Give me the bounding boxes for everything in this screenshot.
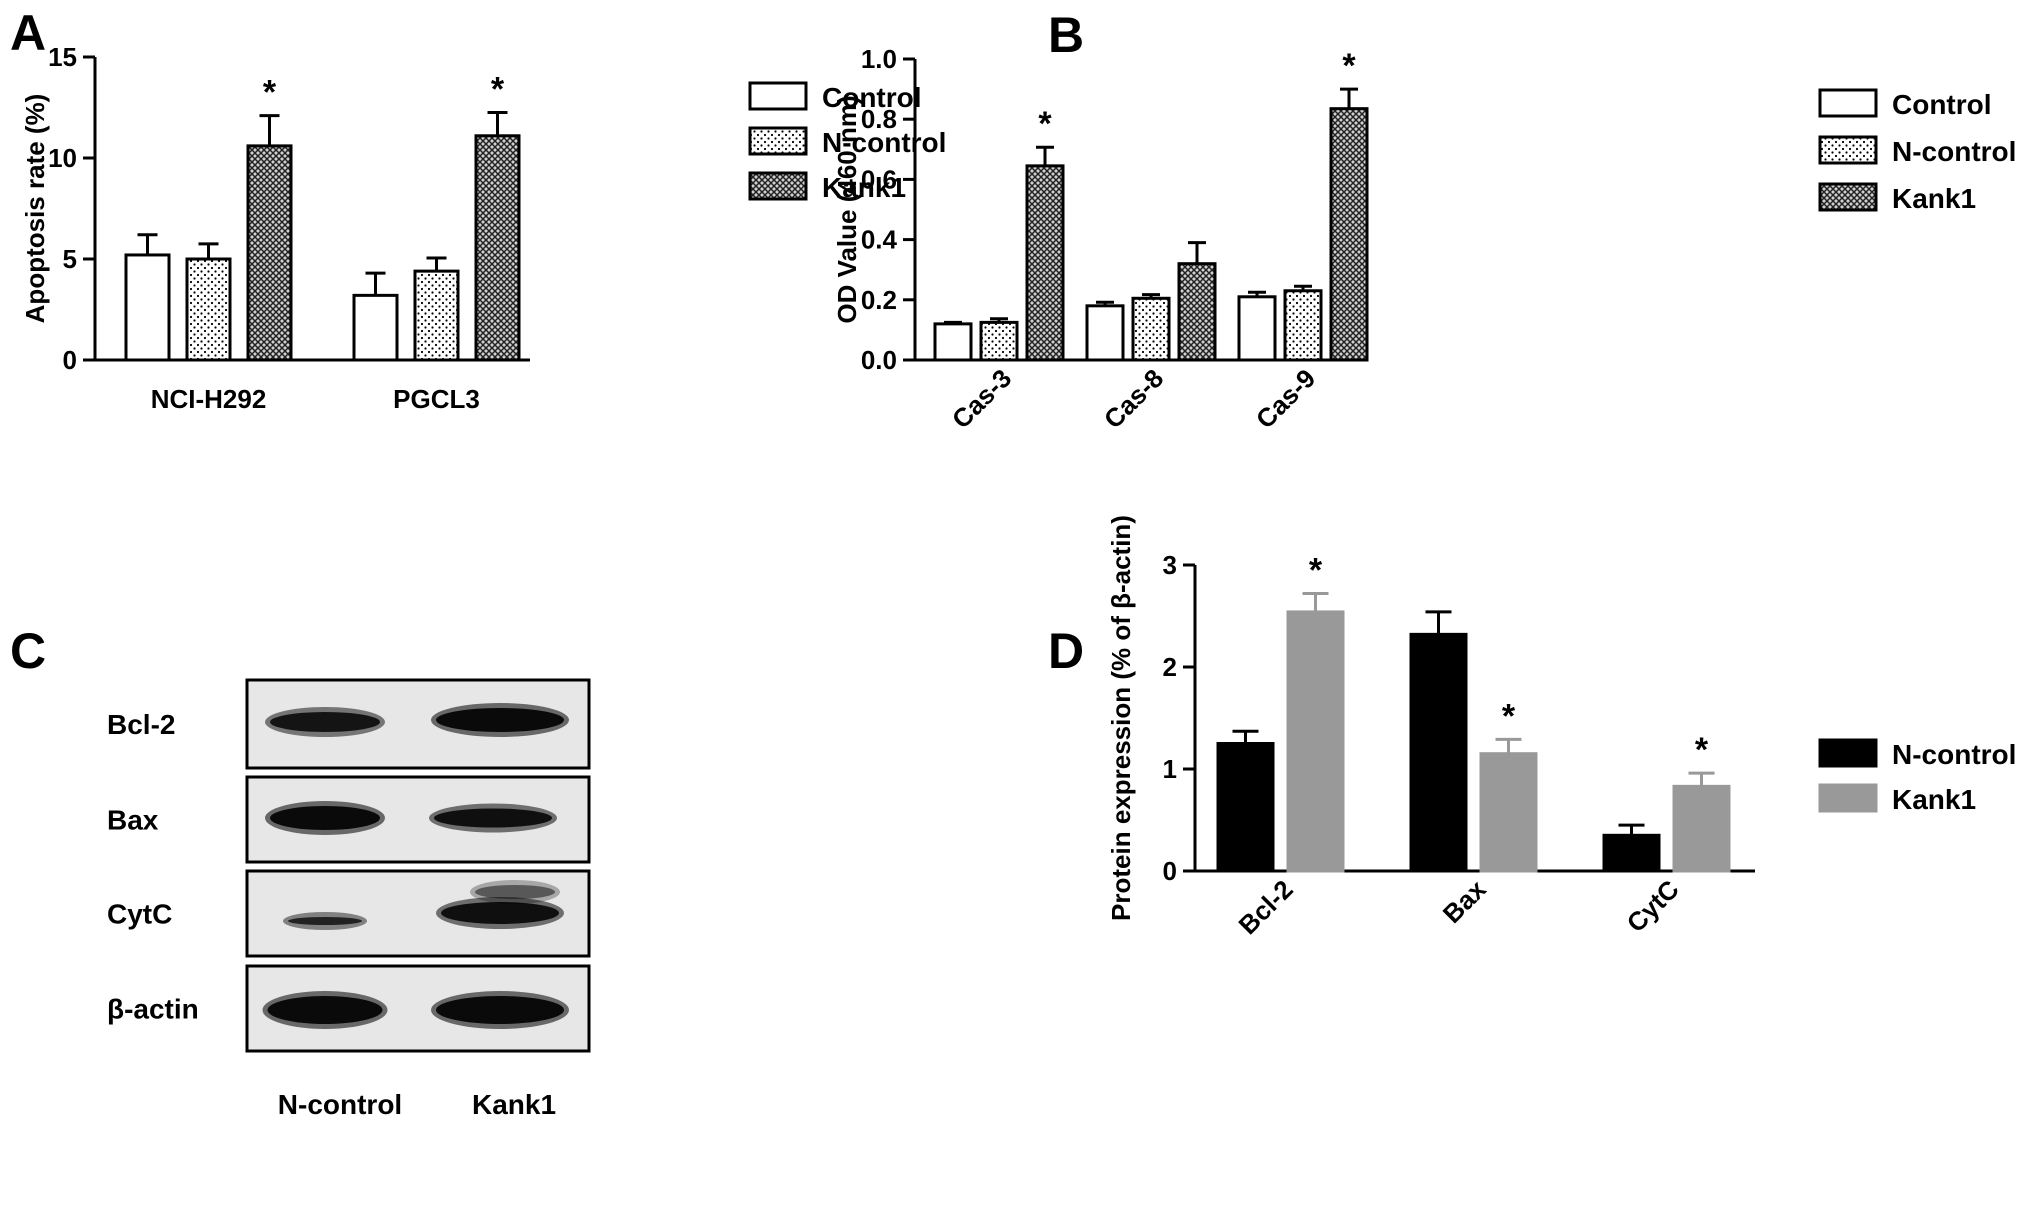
chart-d-bar-cytc-n-control (1602, 833, 1661, 873)
chart-d-bar-bax-kank1 (1479, 752, 1538, 873)
chart-b-y-tick-label: 0.0 (861, 345, 897, 375)
blot-lane-label-n-control: N-control (278, 1089, 402, 1120)
chart-d-significance-mark: * (1309, 552, 1323, 590)
chart-b-significance-mark: * (1038, 105, 1052, 143)
chart-a-legend-label: Kank1 (822, 172, 906, 203)
chart-a-y-tick-label: 0 (63, 345, 77, 375)
chart-d-y-tick-label: 1 (1163, 754, 1177, 784)
chart-b-bar-cas-9-kank1 (1329, 107, 1369, 362)
chart-b-bar-cas-3-kank1 (1025, 164, 1065, 362)
western-blot-panel: Bcl-2 Bax CytC β-actin N-control Kank1 (107, 678, 591, 1120)
chart-d-significance-mark: * (1695, 731, 1709, 769)
chart-a-apoptosis-rate: 0 5 10 15 Apoptosis rate (%) * NCI-H292 * PGCL3 C… (20, 42, 946, 414)
chart-d-bar-bax-n-control (1409, 632, 1468, 873)
chart-a-significance-mark: * (491, 71, 505, 109)
chart-d-legend-swatch (1818, 783, 1878, 813)
chart-d-y-tick-label: 0 (1163, 856, 1177, 886)
chart-b-y-tick-label: 1.0 (861, 44, 897, 74)
chart-b-legend-swatch (1818, 182, 1878, 212)
chart-d-bar-bcl-2-kank1 (1286, 610, 1345, 873)
chart-b-bar-cas-8-kank1 (1177, 262, 1217, 362)
chart-a-legend-swatch (748, 81, 808, 111)
chart-b-legend-swatch (1818, 135, 1878, 165)
chart-b-y-tick-label: 0.6 (861, 164, 897, 194)
blot-band (288, 917, 362, 925)
chart-a-y-tick-label: 10 (48, 143, 77, 173)
blot-row-label-bax: Bax (107, 805, 159, 836)
chart-a-y-tick-label: 5 (63, 244, 77, 274)
chart-a-bar-pgcl3-control (352, 293, 399, 362)
chart-a-y-tick-label: 15 (48, 42, 77, 72)
chart-b-y-tick-label: 0.8 (861, 104, 897, 134)
blot-band (270, 806, 380, 830)
blot-row-label--actin: β-actin (107, 994, 199, 1025)
chart-b-legend-swatch (1818, 88, 1878, 118)
chart-b-bar-cas-9-n-control (1283, 289, 1323, 362)
chart-b-significance-mark: * (1342, 47, 1356, 85)
chart-d-y-tick-label: 3 (1163, 550, 1177, 580)
chart-d-x-tick-label: Bcl-2 (1233, 874, 1299, 940)
chart-b-x-tick-label: Cas-9 (1250, 363, 1321, 434)
panel-letter-b: B (1048, 7, 1084, 63)
chart-b-y-tick-label: 0.2 (861, 285, 897, 315)
chart-a-legend-swatch (748, 171, 808, 201)
chart-b-y-tick-label: 0.4 (861, 225, 898, 255)
chart-b-legend-label: N-control (1892, 136, 2016, 167)
chart-b-y-axis-label: OD Value (460 nm) (832, 95, 862, 323)
chart-d-y-axis-label: Protein expression (% of β-actin) (1106, 515, 1136, 921)
blot-band (436, 996, 564, 1024)
chart-d-y-tick-label: 2 (1163, 652, 1177, 682)
chart-a-bar-nci-h292-control (124, 253, 171, 362)
chart-d-bar-bcl-2-n-control (1216, 742, 1275, 873)
chart-d-x-tick-label: Bax (1437, 874, 1492, 929)
blot-row-label-bcl-2: Bcl-2 (107, 709, 175, 740)
chart-a-x-tick-label: PGCL3 (393, 384, 480, 414)
blot-band (441, 902, 559, 924)
blot-band (436, 708, 564, 732)
chart-a-bar-nci-h292-kank1 (246, 144, 293, 362)
chart-a-bar-pgcl3-kank1 (474, 134, 521, 362)
chart-a-y-axis-label: Apoptosis rate (%) (20, 94, 50, 324)
chart-a-legend-swatch (748, 126, 808, 156)
blot-band (475, 885, 555, 899)
blot-band (270, 712, 380, 732)
chart-d-protein-expression: 0 1 2 3 Protein expression (% of β-actin) * Bc… (1106, 515, 2016, 940)
panel-letter-a: A (10, 5, 46, 61)
chart-b-legend-label: Kank1 (1892, 183, 1976, 214)
chart-b-x-tick-label: Cas-8 (1098, 363, 1169, 434)
chart-d-significance-mark: * (1502, 697, 1516, 735)
chart-d-legend-label: Kank1 (1892, 784, 1976, 815)
chart-d-legend-label: N-control (1892, 739, 2016, 770)
chart-a-legend-label: Control (822, 82, 922, 113)
chart-b-bar-cas-8-n-control (1131, 296, 1171, 362)
chart-d-legend-swatch (1818, 738, 1878, 768)
panel-letter-c: C (10, 623, 46, 679)
blot-band (434, 808, 552, 828)
panel-letter-d: D (1048, 623, 1084, 679)
chart-a-legend-label: N-control (822, 127, 946, 158)
chart-d-x-tick-label: CytC (1621, 874, 1685, 938)
chart-b-od-value: 0.0 0.2 0.4 0.6 0.8 1.0 OD Value (460 nm) * Cas-… (832, 44, 2016, 434)
chart-b-bar-cas-9-control (1237, 295, 1277, 362)
chart-b-bar-cas-3-control (933, 322, 973, 362)
chart-b-bar-cas-8-control (1085, 304, 1125, 362)
blot-lane-label-kank1: Kank1 (472, 1089, 556, 1120)
chart-b-x-tick-label: Cas-3 (946, 363, 1017, 434)
chart-a-bar-nci-h292-n-control (185, 257, 232, 362)
chart-a-x-tick-label: NCI-H292 (151, 384, 267, 414)
chart-a-bar-pgcl3-n-control (413, 269, 460, 362)
chart-b-bar-cas-3-n-control (979, 320, 1019, 362)
chart-a-significance-mark: * (263, 74, 277, 112)
blot-row-label-cytc: CytC (107, 899, 172, 930)
chart-d-bar-cytc-kank1 (1672, 784, 1731, 873)
chart-b-legend-label: Control (1892, 89, 1992, 120)
blot-band (267, 996, 383, 1024)
